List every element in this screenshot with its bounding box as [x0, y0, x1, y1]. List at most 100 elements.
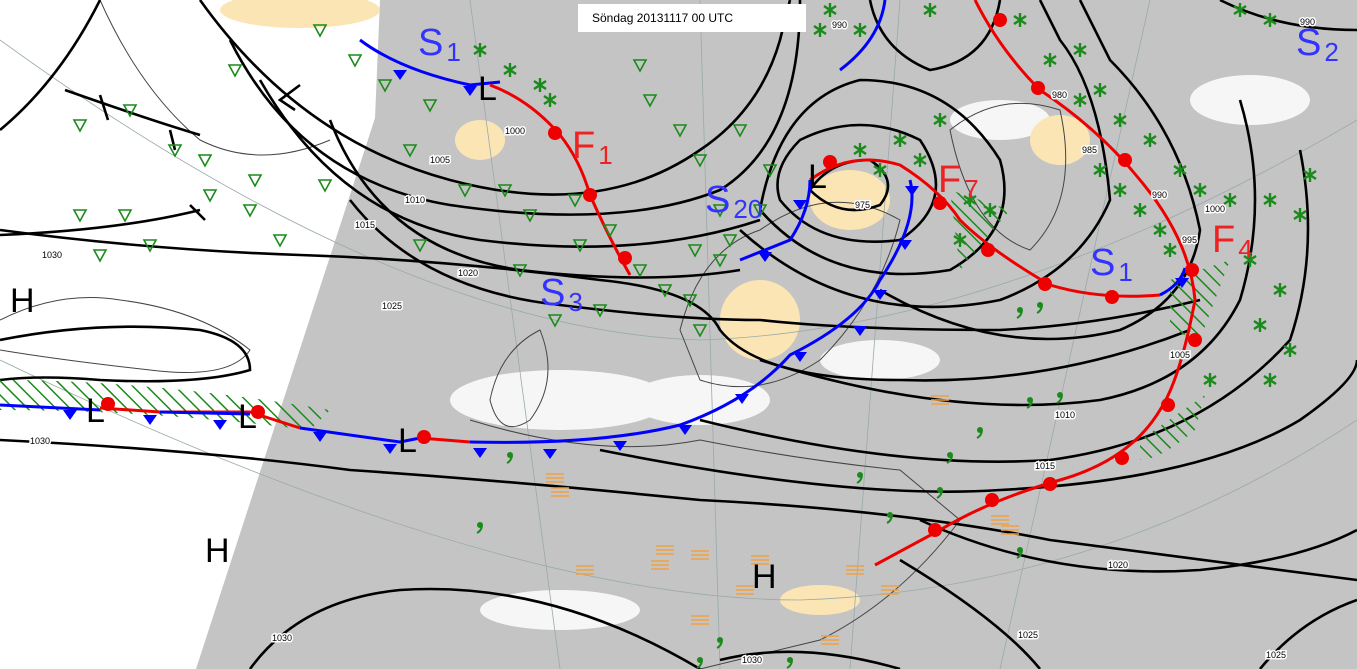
warm-front-symbol — [251, 405, 265, 419]
isobar-label: 990 — [832, 20, 847, 30]
isobar-label: 1010 — [1055, 410, 1075, 420]
pressure-center: L — [478, 70, 497, 108]
cold-front-symbol — [873, 290, 887, 300]
cold-front-symbol — [143, 415, 157, 425]
isobar-label: 1000 — [1205, 204, 1225, 214]
warm-front-symbol — [985, 493, 999, 507]
isobar-label: 995 — [1182, 235, 1197, 245]
cold-front-symbol — [735, 394, 749, 404]
pressure-center: L — [238, 398, 257, 436]
shower-symbol — [73, 209, 87, 222]
front-index: 1 — [598, 140, 612, 170]
front-letter: S — [1090, 242, 1115, 284]
trough — [0, 83, 301, 237]
pressure-center: H — [752, 558, 777, 596]
front-symbols — [63, 13, 1202, 537]
isobar-label: 1030 — [42, 250, 62, 260]
isobar-label: 1025 — [1266, 650, 1286, 660]
cold-front-symbol — [793, 200, 807, 210]
cold-front-symbol — [543, 449, 557, 459]
cold-front-symbol — [905, 186, 919, 196]
warm-front-symbol — [1031, 81, 1045, 95]
isobar-label: 1005 — [430, 155, 450, 165]
shower-symbol — [318, 179, 332, 192]
front-letter: S — [1296, 22, 1321, 64]
cold-front-symbol — [383, 444, 397, 454]
cold-front-symbol — [213, 420, 227, 430]
warm-front-symbol — [1188, 333, 1202, 347]
isobar-label: 1015 — [355, 220, 375, 230]
isobar-label: 1020 — [458, 268, 478, 278]
warm-front-symbol — [933, 196, 947, 210]
front-index: 1 — [446, 37, 460, 67]
pressure-center: H — [205, 532, 230, 570]
isobar-label: 1025 — [382, 301, 402, 311]
cold-front-symbol — [313, 432, 327, 442]
front-index: 3 — [568, 287, 582, 317]
front-index: 1 — [1118, 257, 1132, 287]
isobar-label: 1025 — [1018, 630, 1038, 640]
warm-front-symbol — [618, 251, 632, 265]
warm-front-symbol — [583, 188, 597, 202]
isobar-label: 990 — [1152, 190, 1167, 200]
shower-symbol — [348, 54, 362, 67]
isobar-label: 980 — [1052, 90, 1067, 100]
pressure-center: L — [86, 392, 105, 430]
cold-front-symbol — [473, 448, 487, 458]
front-index: 7 — [964, 174, 978, 204]
cold-front-symbol — [898, 240, 912, 250]
shower-symbol — [203, 189, 217, 202]
shower-symbol — [198, 154, 212, 167]
cold-front-symbol — [758, 252, 772, 262]
shower-symbol — [228, 64, 242, 77]
warm-front-symbol — [417, 430, 431, 444]
front-letter: S — [418, 22, 443, 64]
isobar-label: 990 — [1300, 17, 1315, 27]
isobar-label: 975 — [855, 200, 870, 210]
shower-symbol — [248, 174, 262, 187]
pressure-center: H — [10, 282, 35, 320]
front-letter: S — [705, 179, 730, 221]
isobar-label: 1005 — [1170, 350, 1190, 360]
warm-front-symbol — [1105, 290, 1119, 304]
warm-front-symbol — [993, 13, 1007, 27]
front-letter: F — [938, 159, 961, 201]
warm-front-symbol — [1185, 263, 1199, 277]
cold-front-symbol — [853, 326, 867, 336]
front-letter: F — [1212, 219, 1235, 261]
front-letter: F — [572, 125, 595, 167]
front-index: 20 — [733, 194, 762, 224]
warm-front-symbol — [101, 397, 115, 411]
isobar-label: 985 — [1082, 145, 1097, 155]
isobar-label: 1020 — [1108, 560, 1128, 570]
warm-front-symbol — [1118, 153, 1132, 167]
cold-front-symbol — [678, 425, 692, 435]
shower-symbol — [93, 249, 107, 262]
front-index: 2 — [1324, 37, 1338, 67]
shower-symbol — [273, 234, 287, 247]
isobar-label: 1030 — [742, 655, 762, 665]
shower-symbol — [73, 119, 87, 132]
warm-front-symbol — [1115, 451, 1129, 465]
shower-symbol — [118, 209, 132, 222]
warm-front-symbol — [981, 243, 995, 257]
warm-front-symbol — [1043, 477, 1057, 491]
warm-front-symbol — [548, 126, 562, 140]
cold-front-symbol — [393, 70, 407, 80]
cold-front-symbol — [63, 410, 77, 420]
cold-front-symbol — [463, 86, 477, 96]
warm-front-symbol — [823, 155, 837, 169]
isobar-label: 1000 — [505, 126, 525, 136]
warm-front-symbol — [928, 523, 942, 537]
isobar-label: 1010 — [405, 195, 425, 205]
